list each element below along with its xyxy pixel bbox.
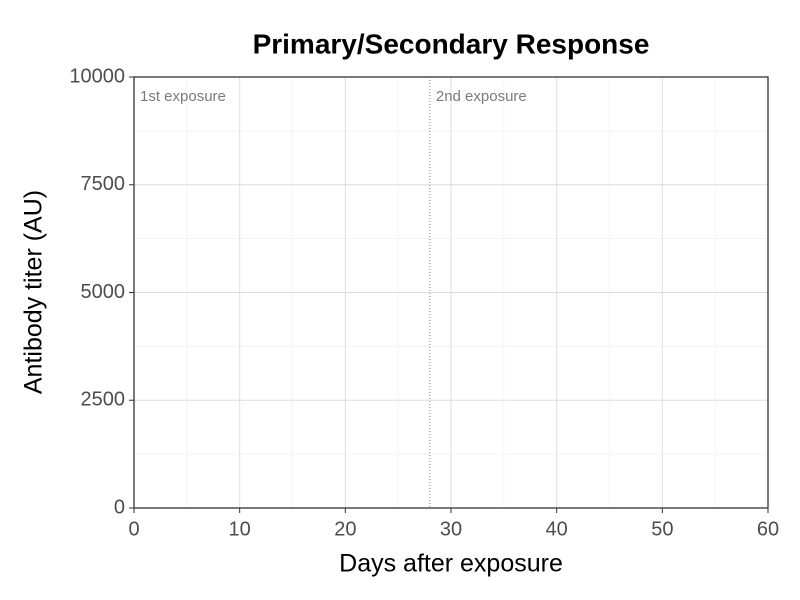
x-tick-label: 20 xyxy=(334,518,356,540)
x-axis-title: Days after exposure xyxy=(339,550,563,578)
y-tick-label: 10000 xyxy=(69,65,125,87)
x-tick-label: 30 xyxy=(440,518,462,540)
chart-title: Primary/Secondary Response xyxy=(253,28,650,59)
y-tick-label: 5000 xyxy=(81,281,126,303)
annotation: 1st exposure xyxy=(140,88,226,105)
annotation: 2nd exposure xyxy=(436,88,527,105)
x-tick-label: 60 xyxy=(757,518,779,540)
y-tick-label: 2500 xyxy=(81,389,126,411)
y-tick-label: 7500 xyxy=(81,173,126,195)
y-tick-label: 0 xyxy=(114,496,125,518)
x-tick-label: 40 xyxy=(546,518,568,540)
x-tick-label: 0 xyxy=(128,518,139,540)
x-tick-label: 10 xyxy=(229,518,251,540)
panel-border xyxy=(133,76,769,509)
y-axis-title: Antibody titer (AU) xyxy=(20,190,48,394)
x-tick-label: 50 xyxy=(651,518,673,540)
